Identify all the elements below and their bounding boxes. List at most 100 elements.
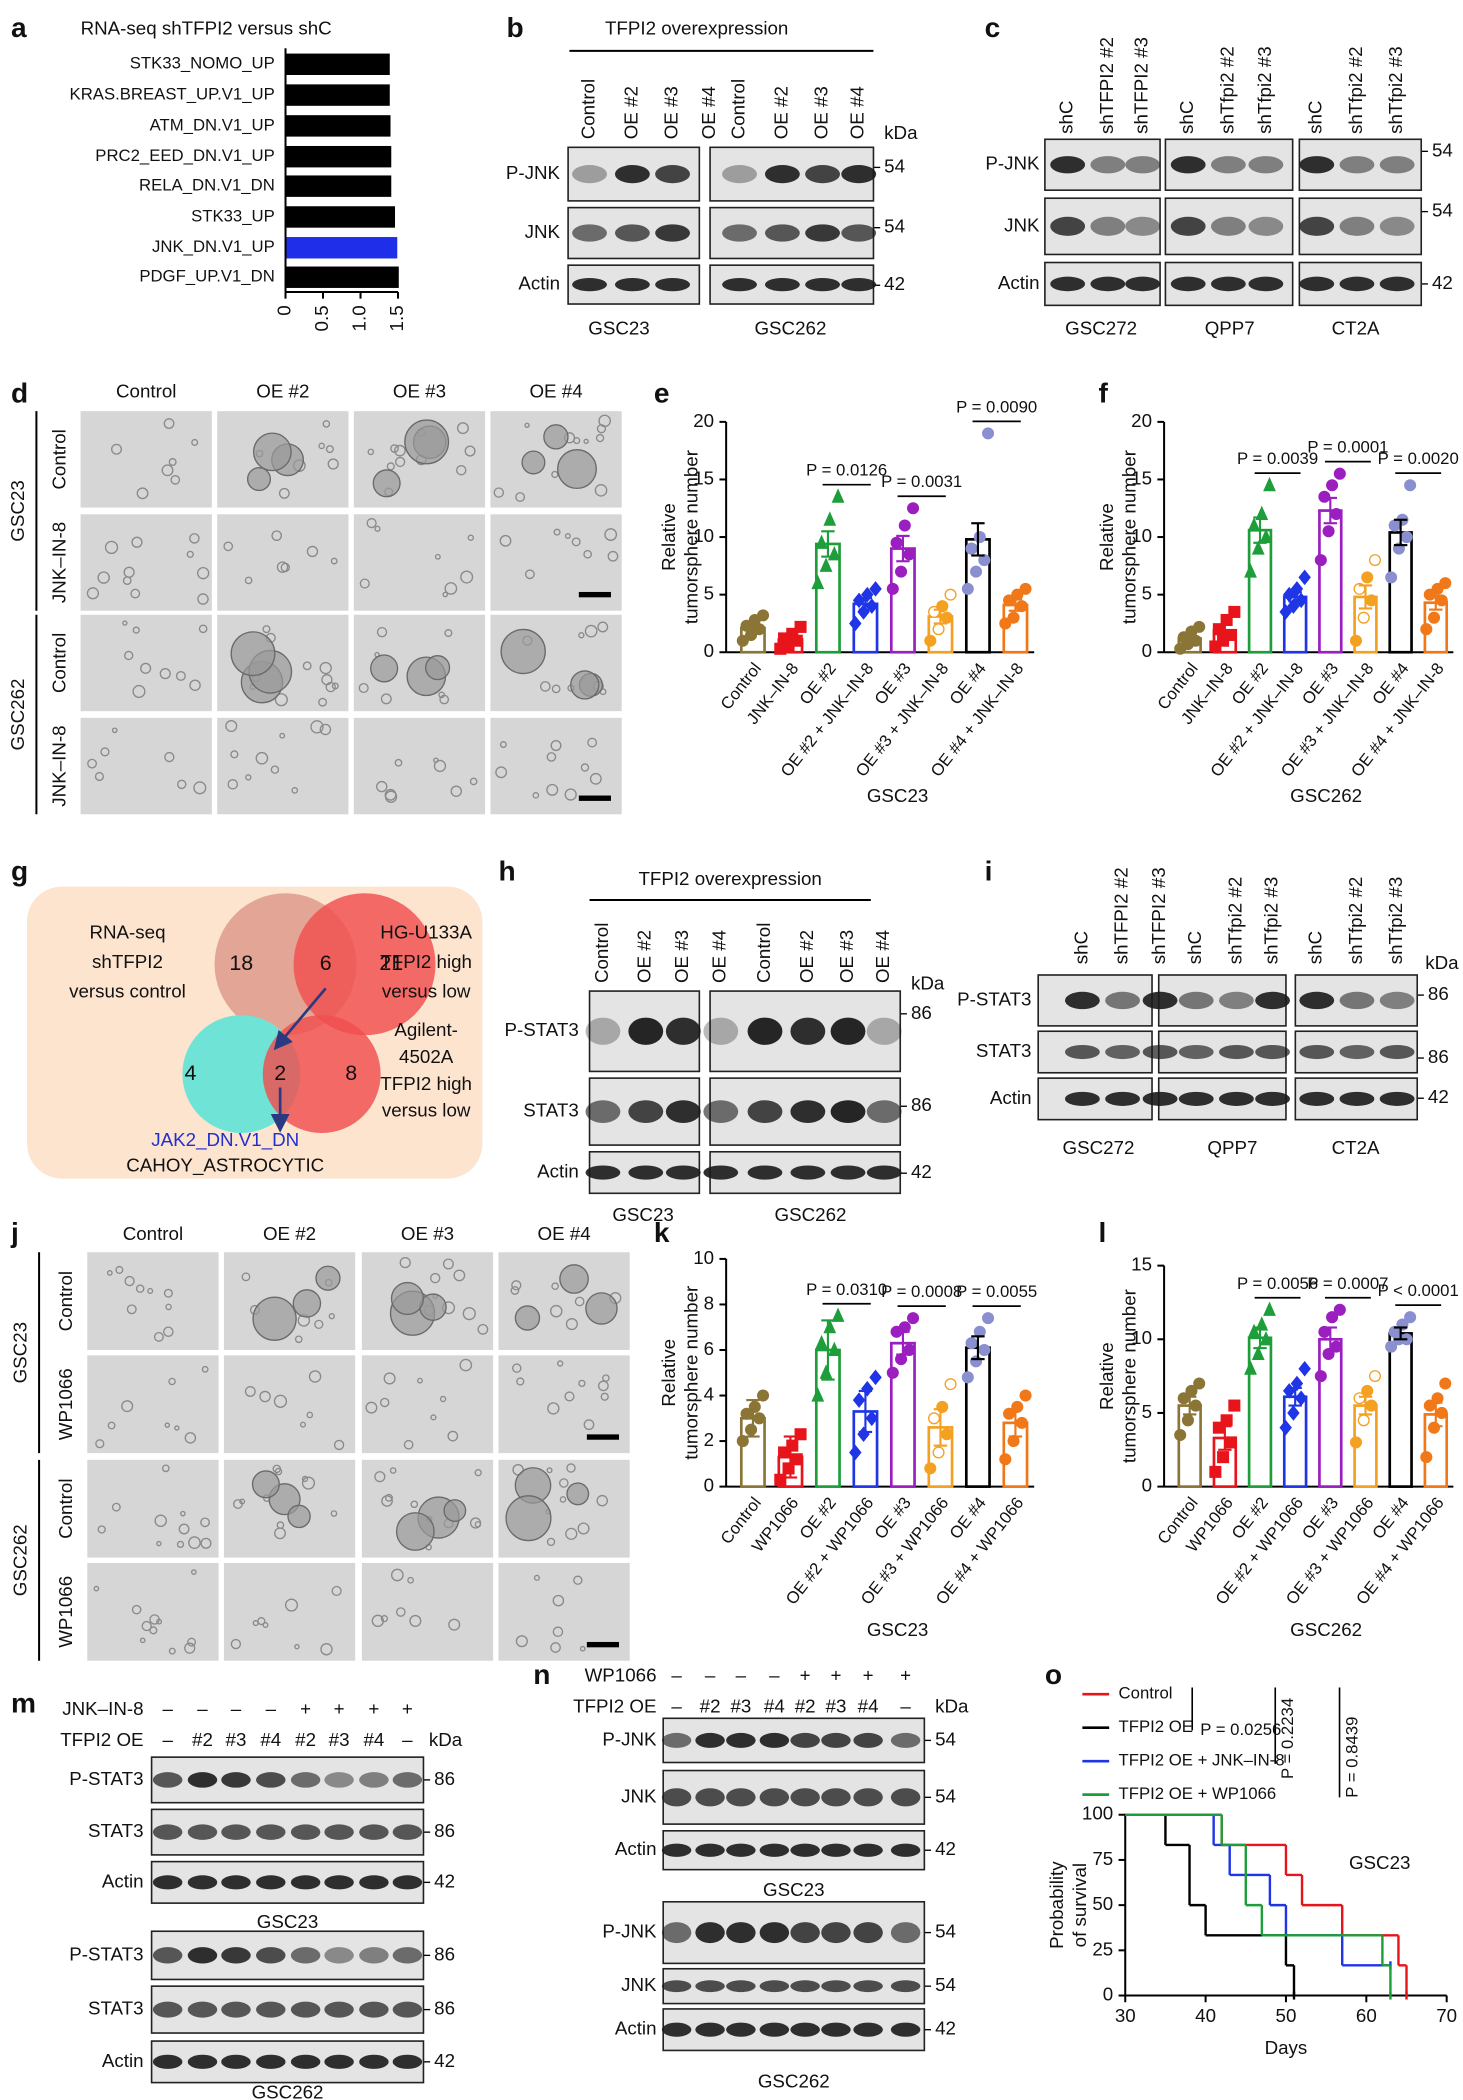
data-point [831, 488, 845, 503]
cell-cluster [381, 1495, 393, 1507]
cell-cluster [546, 1467, 553, 1474]
band [665, 1100, 701, 1123]
cell-cluster [190, 1569, 197, 1575]
data-point [1333, 467, 1346, 480]
cell-cluster [132, 626, 140, 634]
cell-cluster [602, 1374, 610, 1382]
data-point [852, 1392, 866, 1408]
data-point [944, 1378, 957, 1391]
tumorsphere [230, 631, 276, 677]
x-tick-label: 1.0 [348, 305, 369, 331]
cell-cluster [384, 1493, 393, 1502]
band [1170, 276, 1206, 292]
data-point [861, 1380, 874, 1397]
cell-cluster [86, 587, 100, 600]
lane-label: shC [1184, 931, 1205, 964]
data-point [1263, 476, 1276, 492]
cell-cluster [230, 1638, 242, 1650]
data-point [849, 1444, 862, 1461]
band [853, 1732, 883, 1748]
cell-cluster [100, 747, 110, 757]
band [1255, 991, 1290, 1010]
cell-line-label: GSC23 [257, 1911, 319, 1932]
band [695, 1788, 725, 1807]
set-count: 21 [379, 951, 403, 975]
cell-cluster [409, 1614, 422, 1627]
band [821, 1980, 851, 1993]
band [628, 1100, 664, 1123]
cell-cluster [201, 1365, 209, 1373]
cell-cluster [566, 1463, 576, 1473]
cell-cluster [306, 1411, 314, 1419]
cell-cluster [276, 561, 289, 573]
band [1339, 1044, 1375, 1060]
band [187, 2001, 218, 2018]
band [614, 277, 650, 292]
band [722, 224, 757, 242]
data-point [831, 1307, 845, 1322]
bar [964, 1346, 991, 1488]
cell-cluster [322, 420, 331, 428]
band [572, 224, 607, 242]
cell-cluster [584, 624, 598, 638]
data-point [1428, 1421, 1441, 1434]
band [256, 1875, 286, 1890]
lane-label: shTfpi2 #3 [1254, 46, 1275, 134]
data-point [782, 1462, 795, 1475]
cell-cluster [279, 732, 286, 739]
y-tick-label: 4 [704, 1383, 714, 1404]
band [1170, 216, 1206, 236]
band [1105, 991, 1140, 1010]
micrograph [361, 1562, 494, 1661]
cell-cluster [495, 766, 508, 779]
lane-label: #4 [858, 1696, 879, 1717]
size-label: 86 [911, 1094, 932, 1115]
data-point [794, 1428, 807, 1441]
data-point [753, 1412, 766, 1425]
band [1170, 156, 1206, 174]
band [256, 1824, 286, 1840]
bar [285, 237, 398, 259]
cell-cluster [587, 737, 598, 748]
data-point [1368, 1370, 1382, 1383]
data-point [827, 1341, 841, 1357]
p-value: P = 0.8439 [1342, 1717, 1361, 1798]
data-point [1400, 531, 1413, 544]
lane-sign: – [769, 1665, 780, 1686]
band [695, 2022, 725, 2037]
size-label: 86 [911, 1002, 932, 1023]
tumorsphere [292, 1289, 322, 1318]
cell-cluster [149, 1626, 158, 1635]
bar [285, 175, 392, 197]
p-value: P = 0.0090 [956, 397, 1037, 416]
cell-cluster [153, 1331, 164, 1342]
band [1090, 276, 1126, 292]
cell-cluster [371, 1614, 385, 1628]
tumorsphere [287, 1504, 311, 1529]
panel-letter: l [1098, 1217, 1106, 1248]
data-point [823, 511, 837, 526]
cell-cluster [331, 1585, 342, 1597]
band [805, 165, 840, 184]
cell-cluster [196, 566, 210, 580]
cell-cluster [460, 570, 474, 584]
blot-title: TFPI2 overexpression [605, 17, 788, 38]
cell-cluster [187, 1637, 197, 1647]
cell-cluster [565, 1527, 578, 1540]
cell-cluster [131, 1604, 142, 1615]
band [890, 1980, 921, 1993]
size-label: 42 [434, 2050, 455, 2071]
p-value: P = 0.0008 [881, 1282, 962, 1301]
data-point [811, 1387, 825, 1402]
band [726, 1843, 756, 1857]
cell-cluster [161, 1464, 170, 1473]
band [392, 2054, 423, 2069]
column-label: OE #4 [538, 1223, 591, 1244]
lane-label: OE #3 [661, 86, 682, 139]
lane-sign: + [368, 1698, 379, 1719]
lane-label: shTfpi2 #3 [1385, 877, 1406, 965]
y-tick-label: 10 [1131, 525, 1152, 546]
legend-label: TFPI2 OE + WP1066 [1119, 1784, 1277, 1803]
x-tick-label: 40 [1195, 2005, 1216, 2026]
axis-label: GSC23 [867, 1619, 928, 1640]
